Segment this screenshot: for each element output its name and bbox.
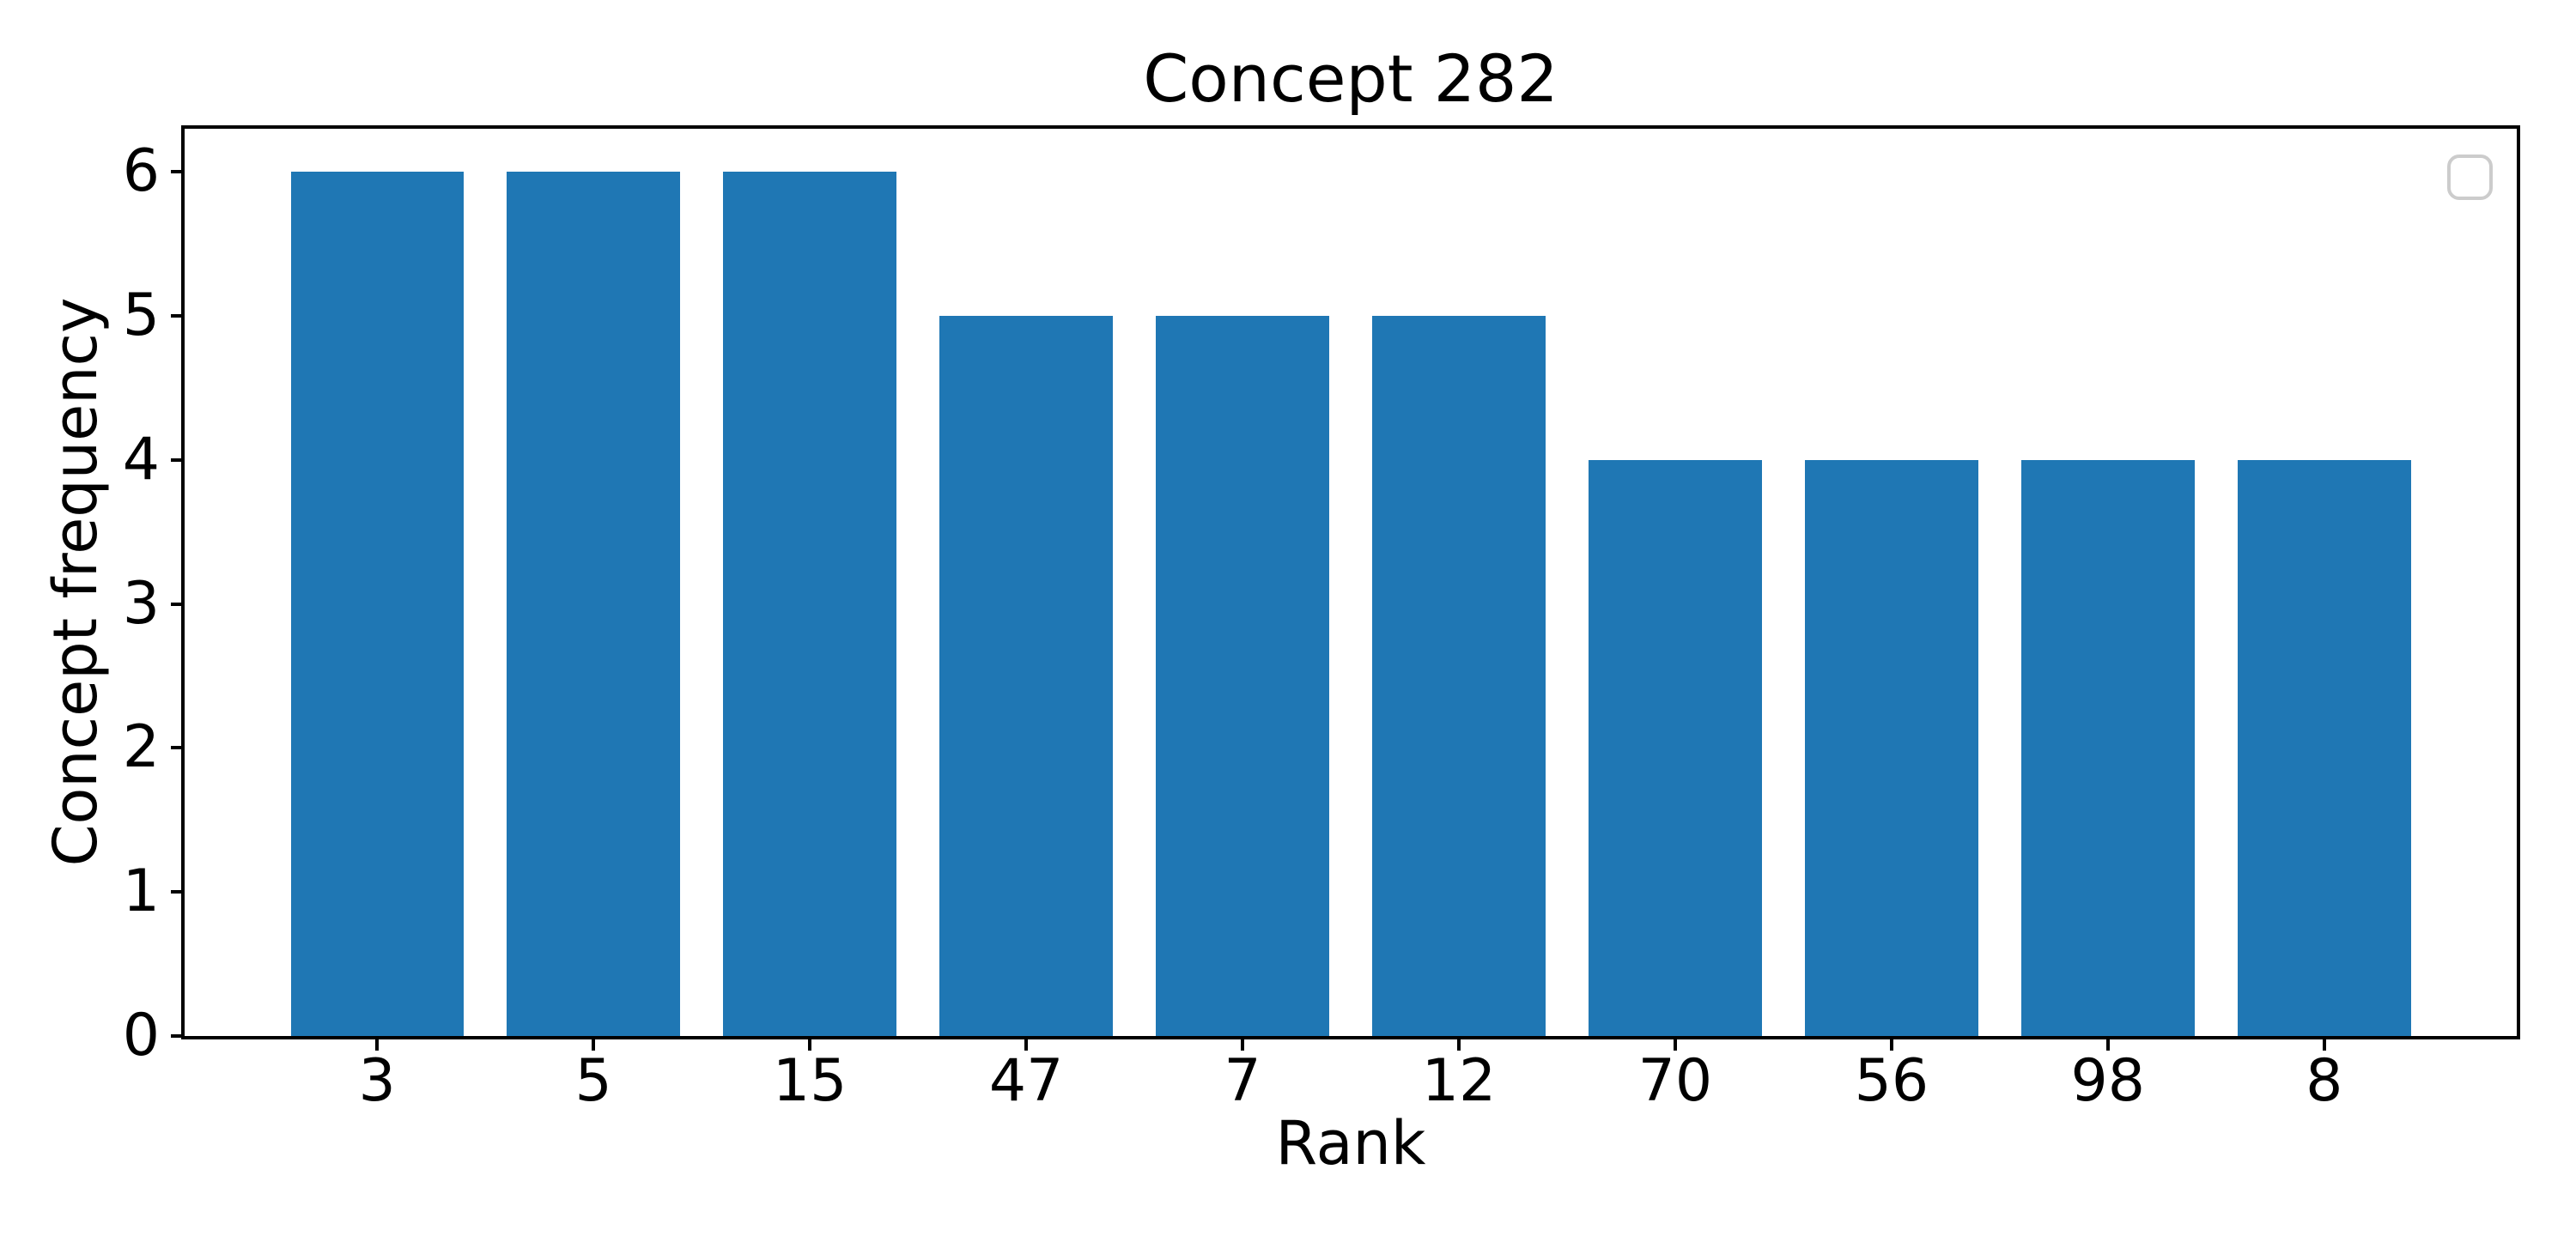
- bar: [2021, 459, 2195, 1036]
- bar: [290, 172, 465, 1036]
- x-tick-mark: [2105, 1039, 2110, 1051]
- y-tick-mark: [171, 314, 181, 318]
- x-tick-label: 98: [2070, 1047, 2146, 1115]
- x-tick-mark: [1889, 1039, 1893, 1051]
- y-tick-label: 3: [122, 569, 160, 638]
- x-tick-label: 70: [1637, 1047, 1713, 1115]
- y-tick-label: 0: [122, 1002, 160, 1069]
- y-tick-mark: [171, 746, 181, 750]
- x-tick-mark: [2322, 1039, 2326, 1051]
- x-tick-mark: [1457, 1039, 1461, 1051]
- bar: [1372, 316, 1546, 1036]
- y-tick-label: 6: [122, 137, 160, 206]
- x-tick-label: 15: [772, 1047, 848, 1115]
- y-tick-label: 2: [122, 713, 160, 782]
- x-tick-label: 56: [1854, 1047, 1929, 1115]
- y-tick-mark: [171, 602, 181, 606]
- y-tick-label: 4: [122, 425, 160, 494]
- x-tick-label: 8: [2306, 1047, 2343, 1115]
- y-tick-mark: [171, 890, 181, 894]
- bar: [507, 172, 680, 1036]
- x-tick-mark: [808, 1039, 812, 1051]
- x-tick-mark: [375, 1039, 380, 1051]
- x-tick-label: 7: [1224, 1047, 1261, 1115]
- x-tick-label: 47: [988, 1047, 1064, 1115]
- bar: [1156, 316, 1329, 1036]
- x-axis-label: Rank: [1275, 1108, 1426, 1178]
- x-tick-label: 12: [1421, 1047, 1497, 1115]
- y-tick-mark: [171, 457, 181, 462]
- y-tick-mark: [171, 1034, 181, 1038]
- x-tick-mark: [1024, 1039, 1029, 1051]
- x-tick-mark: [1673, 1039, 1677, 1051]
- bar: [723, 172, 896, 1036]
- y-tick-label: 1: [122, 857, 160, 926]
- bar: [1589, 459, 1762, 1036]
- x-tick-label: 5: [574, 1047, 612, 1115]
- bar: [2238, 459, 2411, 1036]
- bar: [939, 316, 1113, 1036]
- x-tick-mark: [592, 1039, 596, 1051]
- chart-title: Concept 282: [1143, 40, 1558, 117]
- y-tick-mark: [171, 170, 181, 174]
- legend-box: [2447, 154, 2493, 200]
- x-tick-label: 3: [358, 1047, 396, 1115]
- y-tick-label: 5: [122, 282, 160, 350]
- y-axis-label: Concept frequency: [40, 297, 111, 867]
- bar: [1805, 459, 1978, 1036]
- x-tick-mark: [1241, 1039, 1244, 1051]
